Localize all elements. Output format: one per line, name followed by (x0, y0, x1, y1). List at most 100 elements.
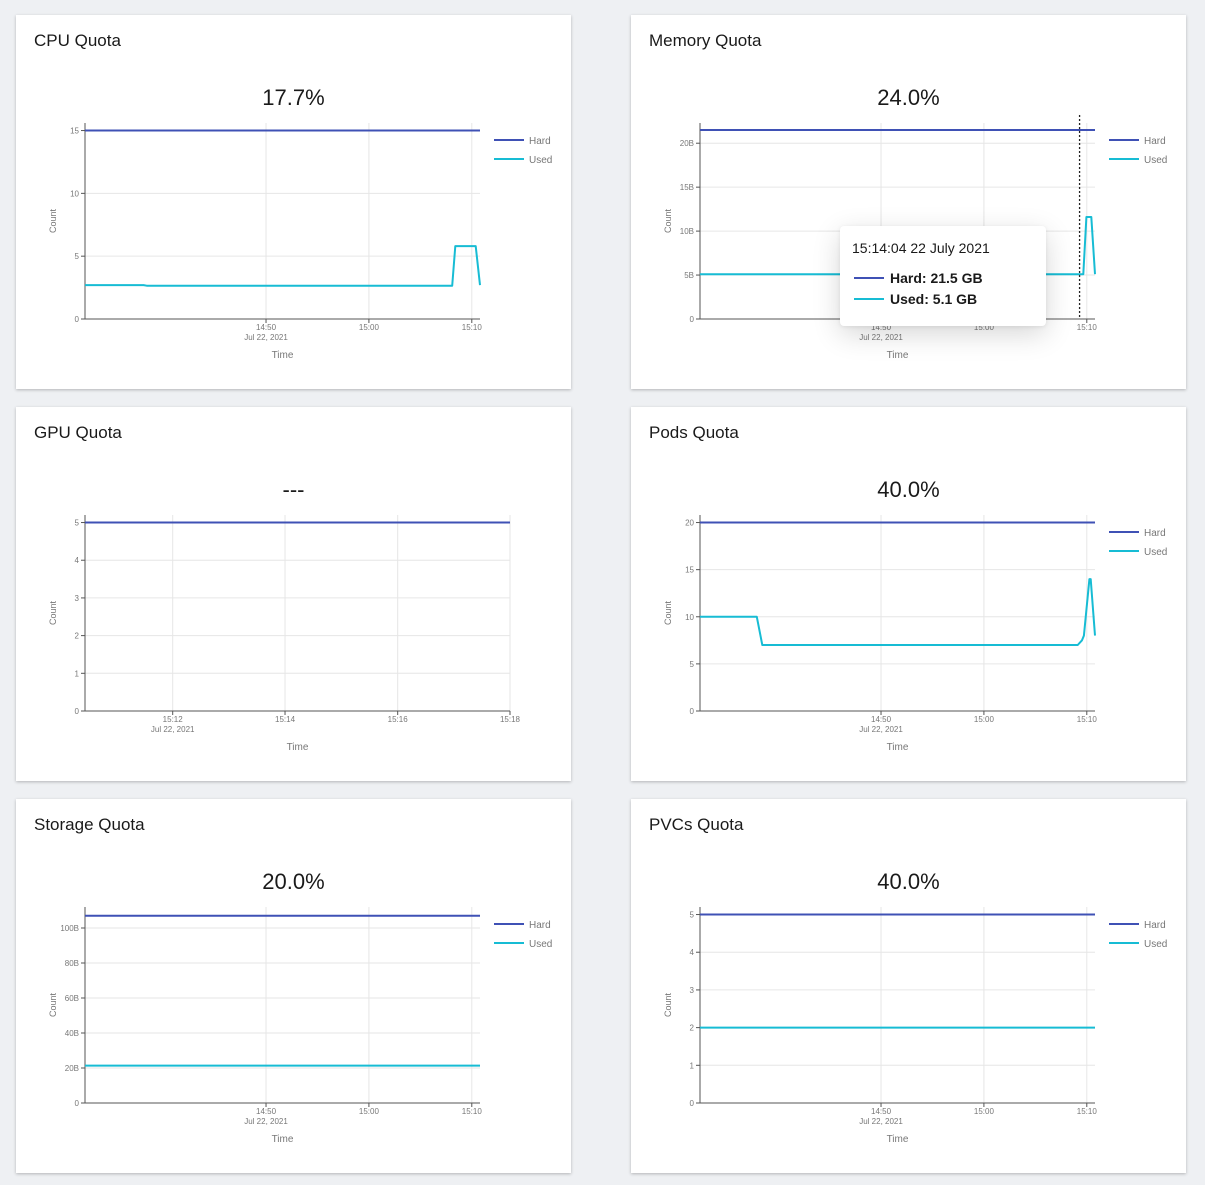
y-tick-label: 0 (75, 1099, 80, 1108)
x-axis-label: Time (272, 1134, 294, 1145)
x-tick-sublabel: Jul 22, 2021 (859, 333, 903, 342)
x-tick-label: 14:50 (256, 323, 277, 332)
y-tick-label: 5 (75, 252, 80, 261)
x-tick-label: 14:50 (871, 715, 892, 724)
x-tick-label: 15:00 (359, 1107, 380, 1116)
x-axis-label: Time (272, 350, 294, 361)
y-axis-label: Count (48, 993, 58, 1018)
tooltip-hard-row: Hard: 21.5 GB (854, 270, 983, 286)
quota-percentage: --- (282, 477, 305, 502)
legend-label-used: Used (1144, 939, 1167, 950)
x-tick-sublabel: Jul 22, 2021 (151, 725, 195, 734)
x-tick-label: 15:12 (163, 715, 184, 724)
x-axis-label: Time (887, 1134, 909, 1145)
pods-quota-card: Pods Quota 40.0% 0 5 10 15 20 14:50 Jul 22, 20… (631, 407, 1186, 781)
y-tick-label: 0 (690, 315, 695, 324)
x-tick-label: 15:00 (974, 1107, 995, 1116)
legend-label-hard: Hard (1144, 920, 1166, 931)
y-tick-label: 15 (70, 127, 79, 136)
x-tick-sublabel: Jul 22, 2021 (859, 725, 903, 734)
y-tick-label: 60B (65, 994, 79, 1003)
x-tick-label: 15:00 (359, 323, 380, 332)
y-tick-label: 0 (75, 315, 80, 324)
y-tick-label: 10B (680, 227, 694, 236)
legend-label-hard: Hard (529, 920, 551, 931)
x-tick-label: 15:16 (388, 715, 409, 724)
y-tick-label: 20 (685, 519, 694, 528)
quota-percentage: 20.0% (262, 869, 325, 894)
x-tick-label: 14:50 (871, 323, 892, 332)
legend-label-hard: Hard (1144, 528, 1166, 539)
x-tick-label: 14:50 (871, 1107, 892, 1116)
legend-label-used: Used (529, 155, 552, 166)
x-tick-sublabel: Jul 22, 2021 (859, 1117, 903, 1126)
x-tick-label: 15:10 (1077, 715, 1098, 724)
hard-swatch-icon (854, 277, 884, 279)
series-line-used (700, 578, 1096, 646)
x-axis-label: Time (887, 350, 909, 361)
y-tick-label: 2 (75, 632, 80, 641)
x-tick-label: 15:00 (974, 715, 995, 724)
y-tick-label: 15 (685, 566, 694, 575)
y-tick-label: 5 (75, 519, 80, 528)
y-tick-label: 3 (690, 986, 695, 995)
legend-label-used: Used (1144, 155, 1167, 166)
y-tick-label: 3 (75, 594, 80, 603)
y-tick-label: 5 (690, 911, 695, 920)
quota-percentage: 40.0% (877, 869, 940, 894)
pvcs-quota-card: PVCs Quota 40.0% 0 1 2 3 4 5 14:50 Jul 22, 2021… (631, 799, 1186, 1173)
quota-percentage: 24.0% (877, 85, 940, 110)
x-tick-label: 15:10 (462, 1107, 483, 1116)
legend-label-used: Used (529, 939, 552, 950)
card-title: PVCs Quota (649, 815, 744, 834)
card-title: GPU Quota (34, 423, 122, 442)
x-tick-label: 14:50 (256, 1107, 277, 1116)
tooltip-used-row: Used: 5.1 GB (854, 291, 977, 307)
memory-quota-card: Memory Quota 24.0% 0 5B 10B 15B 20B 14:50 Jul … (631, 15, 1186, 389)
card-title: Pods Quota (649, 423, 739, 442)
x-tick-label: 15:00 (974, 323, 995, 332)
y-tick-label: 5 (690, 660, 695, 669)
y-tick-label: 4 (75, 556, 80, 565)
x-tick-label: 15:10 (1077, 1107, 1098, 1116)
quota-percentage: 17.7% (262, 85, 325, 110)
x-tick-label: 15:10 (1077, 323, 1098, 332)
x-tick-sublabel: Jul 22, 2021 (244, 1117, 288, 1126)
y-tick-label: 0 (75, 707, 80, 716)
quota-percentage: 40.0% (877, 477, 940, 502)
tooltip-hard-value: Hard: 21.5 GB (890, 270, 983, 286)
y-axis-label: Count (48, 601, 58, 626)
y-tick-label: 4 (690, 948, 695, 957)
tooltip-used-value: Used: 5.1 GB (890, 291, 978, 307)
series-line-used (85, 245, 481, 287)
y-tick-label: 5B (684, 271, 694, 280)
x-tick-sublabel: Jul 22, 2021 (244, 333, 288, 342)
y-tick-label: 1 (690, 1061, 695, 1070)
y-tick-label: 0 (690, 1099, 695, 1108)
y-tick-label: 10 (70, 189, 79, 198)
y-axis-label: Count (663, 601, 673, 626)
y-tick-label: 20B (65, 1064, 79, 1073)
legend-label-hard: Hard (1144, 136, 1166, 147)
y-axis-label: Count (663, 209, 673, 234)
x-tick-label: 15:14 (275, 715, 296, 724)
gpu-quota-card: GPU Quota --- 0 1 2 3 4 5 15:12 Jul 22, 2021 15:… (16, 407, 571, 781)
y-tick-label: 15B (680, 183, 694, 192)
x-tick-label: 15:18 (500, 715, 521, 724)
cpu-quota-card: CPU Quota 17.7% 0 5 10 15 14:50 Jul 22, 2021 1… (16, 15, 571, 389)
y-axis-label: Count (48, 209, 58, 234)
y-tick-label: 40B (65, 1029, 79, 1038)
y-tick-label: 80B (65, 959, 79, 968)
legend-label-used: Used (1144, 547, 1167, 558)
y-tick-label: 0 (690, 707, 695, 716)
chart-tooltip: 15:14:04 22 July 2021 Hard: 21.5 GB Used… (840, 226, 1046, 326)
card-title: Memory Quota (649, 31, 762, 50)
y-tick-label: 20B (680, 139, 694, 148)
y-tick-label: 10 (685, 613, 694, 622)
